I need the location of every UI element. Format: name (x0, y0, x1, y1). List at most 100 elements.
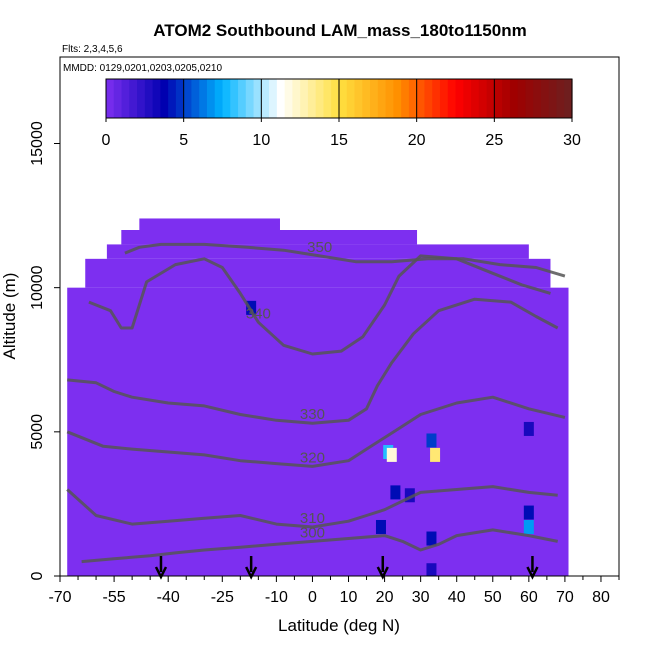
colorbar-segment (168, 79, 177, 118)
chart-title: ATOM2 Southbound LAM_mass_180to1150nm (153, 21, 526, 40)
heatmap-cell (386, 447, 397, 462)
x-tick-label: 50 (484, 589, 502, 606)
colorbar-segment (214, 79, 224, 118)
colorbar-segment (354, 79, 363, 118)
contour-line (67, 297, 559, 425)
colorbar: 0 5 10 15 20 25 30 (102, 78, 581, 149)
colorbar-segment (339, 79, 348, 118)
colorbar-segment (540, 79, 550, 118)
colorbar-segment (238, 79, 247, 118)
contour-label: 330 (300, 406, 325, 423)
y-tick-label: 15000 (29, 121, 46, 166)
colorbar-segment (175, 79, 185, 118)
heatmap-cell (523, 421, 534, 436)
colorbar-segment (533, 79, 542, 118)
colorbar-tick-label: 15 (330, 132, 348, 149)
contour-line (66, 395, 566, 468)
colorbar-segment (525, 79, 534, 118)
colorbar-segment (377, 79, 387, 118)
coverage-band (139, 218, 280, 230)
x-tick-label: 80 (592, 589, 610, 606)
colorbar-segment (106, 79, 115, 118)
x-tick-label: -40 (157, 589, 180, 606)
colorbar-segment (144, 79, 154, 118)
colorbar-segment (160, 79, 169, 118)
colorbar-tick-label: 0 (102, 132, 111, 149)
contour-label: 320 (300, 449, 325, 466)
colorbar-tick-label: 30 (563, 132, 581, 149)
y-tick-label: 0 (29, 571, 46, 580)
heatmap-cell (426, 433, 437, 448)
flight-arrow-head (245, 566, 258, 580)
colorbar-segment (121, 79, 130, 118)
colorbar-segment (502, 79, 511, 118)
colorbar-segment (137, 79, 146, 118)
contour-label: 300 (300, 524, 325, 541)
colorbar-segment (393, 79, 402, 118)
contour-label: 350 (307, 239, 332, 256)
x-tick-label: 20 (376, 589, 394, 606)
dates-label: MMDD: 0129,0201,0203,0205,0210 (63, 63, 222, 74)
colorbar-segment (269, 79, 278, 118)
contour-line (66, 485, 558, 529)
heatmap-cell (246, 300, 257, 315)
flight-arrow-head (376, 566, 389, 580)
contour-line (124, 242, 566, 278)
x-tick-label: -25 (211, 589, 234, 606)
colorbar-segment (300, 79, 309, 118)
x-tick-label: -55 (103, 589, 126, 606)
flight-arrows (154, 556, 539, 580)
colorbar-segment (478, 79, 488, 118)
colorbar-segment (191, 79, 200, 118)
contour-label: 310 (300, 510, 325, 527)
coverage-band (85, 258, 551, 288)
colorbar-segment (346, 79, 356, 118)
x-tick-label: -70 (48, 589, 71, 606)
y-tick-label: 5000 (29, 414, 46, 450)
heatmap-cell (404, 488, 415, 503)
coverage-band (121, 230, 418, 245)
colorbar-segment (129, 79, 138, 118)
contour-line (81, 528, 558, 564)
contour-label: 340 (246, 305, 271, 322)
colorbar-segment (517, 79, 526, 118)
colorbar-segment (206, 79, 216, 118)
colorbar-segment (292, 79, 301, 118)
colorbar-segment (323, 79, 332, 118)
heatmap-cell (523, 519, 534, 534)
colorbar-segment (564, 79, 573, 118)
x-axis: -70 -55 -40 -25 -10 0 10 20 30 40 50 60 70 80 (48, 576, 620, 606)
colorbar-segment (284, 79, 293, 118)
colorbar-segment (455, 79, 464, 118)
colorbar-segment (222, 79, 231, 118)
colorbar-segment (486, 79, 495, 118)
colorbar-segment (471, 79, 480, 118)
x-tick-label: -10 (265, 589, 288, 606)
plot-frame (59, 56, 620, 577)
x-tick-label: 60 (520, 589, 538, 606)
colorbar-segment (230, 79, 239, 118)
x-axis-label: Latitude (deg N) (278, 616, 400, 635)
colorbar-segment (548, 79, 558, 118)
colorbar-segment (385, 79, 394, 118)
y-tick-label: 10000 (29, 265, 46, 310)
coverage-band (67, 287, 569, 576)
colorbar-segment (307, 79, 317, 118)
colorbar-tick-label: 25 (485, 132, 503, 149)
heatmap-cell (390, 485, 401, 500)
colorbar-segment (424, 79, 433, 118)
colorbar-segment (439, 79, 449, 118)
colorbar-segment (556, 79, 565, 118)
heatmap-cell (523, 505, 534, 520)
colorbar-segment (199, 79, 208, 118)
colorbar-segment (416, 79, 426, 118)
colorbar-tick-label: 10 (252, 132, 270, 149)
y-axis: 0 5000 10000 15000 (29, 121, 60, 580)
colorbar-segment (315, 79, 325, 118)
colorbar-tick-label: 5 (179, 132, 188, 149)
colorbar-segment (370, 79, 379, 118)
x-tick-label: 70 (556, 589, 574, 606)
colorbar-segment (253, 79, 262, 118)
